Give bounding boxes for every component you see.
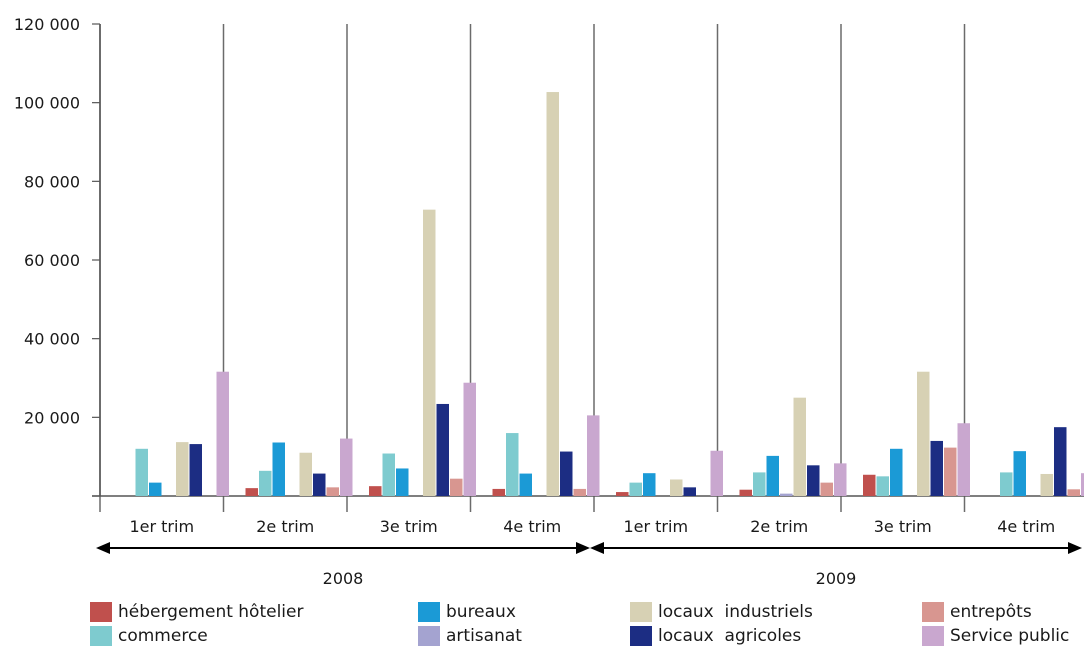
bar: [863, 474, 876, 496]
y-tick-label: 20 000: [24, 408, 80, 427]
x-tick-label: 2e trim: [750, 517, 808, 536]
bar: [492, 488, 505, 496]
bar: [876, 476, 889, 496]
x-tick-label: 1er trim: [623, 517, 688, 536]
bar: [739, 489, 752, 496]
legend-item: hébergement hôtelier: [90, 600, 303, 624]
x-tick-label: 3e trim: [874, 517, 932, 536]
bar: [753, 472, 766, 496]
bar: [1054, 427, 1067, 496]
x-tick-label: 3e trim: [380, 517, 438, 536]
bar: [917, 371, 930, 496]
legend-swatch: [630, 602, 652, 622]
bar: [436, 403, 449, 496]
bar: [135, 448, 148, 496]
bar: [629, 482, 642, 496]
y-tick-label: 100 000: [14, 94, 80, 113]
bar: [313, 473, 326, 496]
legend-label: locaux agricoles: [658, 626, 802, 646]
legend-swatch: [922, 626, 944, 646]
arrow-left-icon: [590, 542, 604, 554]
bar: [450, 478, 463, 496]
bar: [780, 493, 793, 496]
bar: [573, 488, 586, 496]
y-tick-label: 80 000: [24, 172, 80, 191]
legend-swatch: [630, 626, 652, 646]
bar: [1013, 451, 1026, 496]
legend-item: locaux agricoles: [630, 624, 801, 648]
legend-label: entrepôts: [950, 602, 1032, 622]
bar: [396, 468, 409, 496]
arrow-right-icon: [1068, 542, 1082, 554]
bar: [834, 463, 847, 496]
bar: [259, 470, 272, 496]
bar: [340, 438, 353, 496]
legend-label: Service public: [950, 626, 1070, 646]
legend-label: commerce: [118, 626, 208, 646]
bar: [670, 479, 683, 496]
bar: [216, 371, 229, 496]
bar: [1000, 472, 1013, 496]
legend-label: bureaux: [446, 602, 516, 622]
bar: [1081, 473, 1084, 496]
bar: [587, 415, 600, 496]
bar: [519, 473, 532, 496]
bar: [944, 447, 957, 496]
bar: [1040, 473, 1053, 496]
bar: [930, 440, 943, 496]
bar: [546, 92, 559, 497]
bar: [326, 487, 339, 496]
bar: [299, 452, 312, 496]
bar: [176, 442, 189, 496]
bar: [463, 382, 476, 496]
y-tick-label: 40 000: [24, 330, 80, 349]
bar: [710, 450, 723, 496]
bar: [423, 209, 436, 497]
bar: [766, 455, 779, 496]
bar: [272, 442, 285, 496]
y-tick-label: 60 000: [24, 251, 80, 270]
bar: [369, 486, 382, 496]
bar: [807, 465, 820, 496]
legend-label: hébergement hôtelier: [118, 602, 304, 622]
bar: [1067, 489, 1080, 496]
legend-label: locaux industriels: [658, 602, 813, 622]
legend-item: commerce: [90, 624, 208, 648]
bar: [382, 453, 395, 496]
x-tick-label: 1er trim: [129, 517, 194, 536]
bar: [506, 433, 519, 496]
legend-swatch: [90, 602, 112, 622]
bar: [683, 487, 696, 496]
legend-item: entrepôts: [922, 600, 1032, 624]
bar: [560, 451, 573, 496]
legend-swatch: [418, 602, 440, 622]
bar: [189, 444, 202, 496]
bar: [890, 448, 903, 496]
year-label: 2009: [816, 569, 857, 588]
legend-item: artisanat: [418, 624, 522, 648]
legend-swatch: [90, 626, 112, 646]
bar: [793, 397, 806, 496]
x-tick-label: 4e trim: [997, 517, 1055, 536]
legend-item: Service public: [922, 624, 1069, 648]
bar: [643, 473, 656, 496]
y-tick-label: 120 000: [14, 15, 80, 34]
x-tick-label: 2e trim: [256, 517, 314, 536]
legend-swatch: [418, 626, 440, 646]
bar: [149, 482, 162, 496]
arrow-left-icon: [96, 542, 110, 554]
bar: [820, 482, 833, 496]
year-label: 2008: [323, 569, 364, 588]
bar-chart: 20 000 40 000 60 000 80 000 100 000 120 000 1e…: [14, 15, 1084, 588]
bar: [245, 488, 258, 496]
legend-swatch: [922, 602, 944, 622]
bar: [957, 423, 970, 496]
chart-legend: hébergement hôtelier commerce bureaux artis…: [0, 598, 1084, 652]
arrow-right-icon: [576, 542, 590, 554]
legend-item: locaux industriels: [630, 600, 813, 624]
legend-label: artisanat: [446, 626, 522, 646]
x-tick-label: 4e trim: [503, 517, 561, 536]
legend-item: bureaux: [418, 600, 516, 624]
bar: [616, 492, 629, 496]
